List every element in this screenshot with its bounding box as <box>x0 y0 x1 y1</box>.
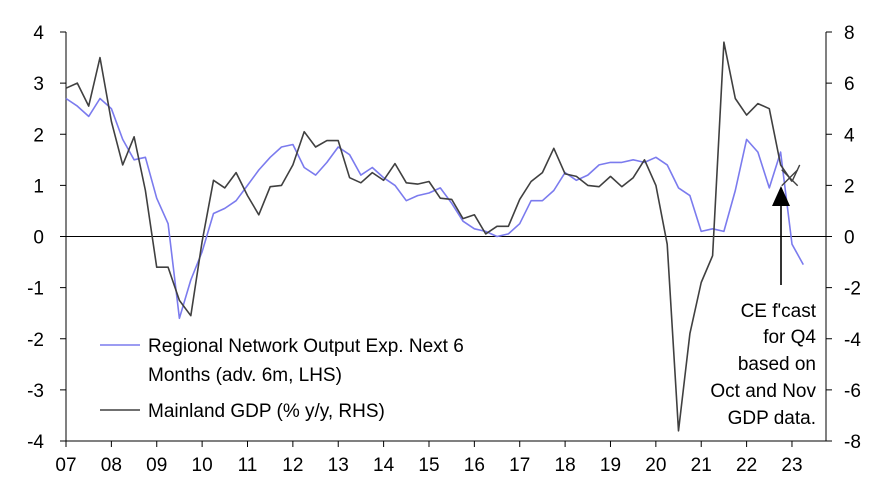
annotation-line-2: for Q4 <box>763 327 816 348</box>
x-tick-label: 18 <box>555 455 576 476</box>
forecast-connector <box>791 164 801 182</box>
series-line-mainland-gdp <box>65 41 793 432</box>
x-tick-label: 09 <box>146 455 167 476</box>
x-tick-label: 14 <box>373 455 395 476</box>
right-tick-label: 2 <box>844 176 855 197</box>
x-tick-label: 23 <box>781 455 802 476</box>
right-tick-label: 8 <box>844 23 855 44</box>
left-tick-label: -1 <box>27 279 44 300</box>
left-tick-label: -2 <box>27 330 44 351</box>
x-tick-label: 11 <box>238 455 258 476</box>
right-tick-label: 4 <box>844 125 855 146</box>
left-tick-label: 0 <box>33 228 44 249</box>
x-tick-label: 10 <box>192 455 213 476</box>
x-tick-label: 12 <box>282 455 303 476</box>
legend-label-regional-line1: Regional Network Output Exp. Next 6 <box>148 336 464 357</box>
left-tick-label: 2 <box>33 125 44 146</box>
forecast-marker-x-b <box>781 169 799 187</box>
right-tick-label: 0 <box>844 228 855 249</box>
x-tick-label: 13 <box>328 455 349 476</box>
right-tick-label: -4 <box>844 330 861 351</box>
right-tick-label: 6 <box>844 74 855 95</box>
x-tick-label: 15 <box>418 455 439 476</box>
forecast-annotation: CE f'cast for Q4 based on Oct and Nov GD… <box>710 186 817 429</box>
annotation-line-4: Oct and Nov <box>710 381 816 402</box>
x-tick-label: 07 <box>55 455 76 476</box>
x-tick-label: 19 <box>600 455 621 476</box>
series-lines <box>65 41 804 432</box>
annotation-arrow-head <box>772 186 790 206</box>
x-tick-label: 08 <box>101 455 122 476</box>
annotation-line-5: GDP data. <box>728 408 816 429</box>
annotation-line-1: CE f'cast <box>741 301 817 322</box>
annotation-line-3: based on <box>738 354 816 375</box>
x-tick-label: 16 <box>464 455 485 476</box>
x-tick-label: 21 <box>691 455 712 476</box>
left-tick-label: 3 <box>33 74 44 95</box>
legend-label-gdp: Mainland GDP (% y/y, RHS) <box>148 401 385 422</box>
right-tick-label: -2 <box>844 279 861 300</box>
left-tick-label: -3 <box>27 381 44 402</box>
right-tick-label: -6 <box>844 381 861 402</box>
chart-legend: Regional Network Output Exp. Next 6 Mont… <box>100 336 464 422</box>
x-tick-label: 22 <box>736 455 757 476</box>
right-tick-label: -8 <box>844 432 861 453</box>
left-tick-label: -4 <box>27 432 44 453</box>
series-line-regional-network <box>65 97 804 320</box>
left-tick-label: 4 <box>33 23 44 44</box>
left-tick-label: 1 <box>33 176 44 197</box>
x-tick-label: 17 <box>509 455 530 476</box>
chart-axes <box>60 31 832 447</box>
legend-label-regional-line2: Months (adv. 6m, LHS) <box>148 365 342 386</box>
x-tick-label: 20 <box>645 455 666 476</box>
